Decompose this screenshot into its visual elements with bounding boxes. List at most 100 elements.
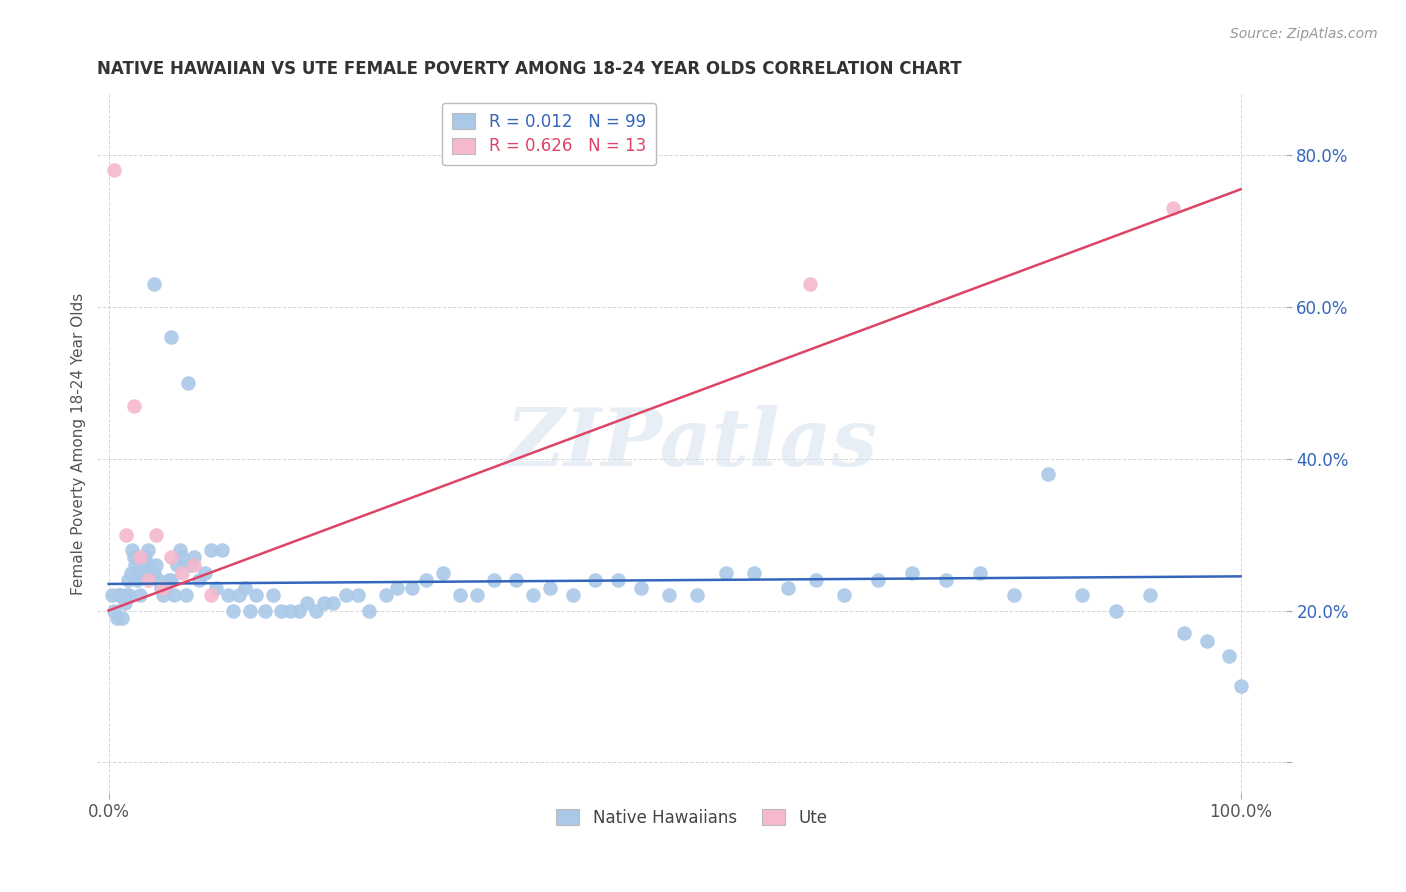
Point bbox=[1105, 603, 1128, 617]
Point bbox=[1071, 588, 1094, 602]
Point bbox=[868, 573, 890, 587]
Point bbox=[145, 527, 167, 541]
Point bbox=[776, 581, 799, 595]
Point bbox=[105, 611, 128, 625]
Point bbox=[245, 588, 267, 602]
Point bbox=[357, 603, 380, 617]
Point bbox=[742, 566, 765, 580]
Point bbox=[134, 550, 156, 565]
Point bbox=[200, 588, 222, 602]
Point bbox=[152, 588, 174, 602]
Point bbox=[166, 558, 188, 572]
Point bbox=[172, 566, 194, 580]
Point bbox=[163, 588, 186, 602]
Point bbox=[177, 376, 200, 390]
Point bbox=[188, 573, 211, 587]
Point bbox=[103, 603, 125, 617]
Y-axis label: Female Poverty Among 18-24 Year Olds: Female Poverty Among 18-24 Year Olds bbox=[72, 293, 86, 595]
Point bbox=[1038, 467, 1060, 481]
Point bbox=[155, 581, 177, 595]
Point bbox=[145, 558, 167, 572]
Point bbox=[111, 611, 134, 625]
Point bbox=[136, 542, 159, 557]
Point bbox=[901, 566, 924, 580]
Point bbox=[387, 581, 409, 595]
Point bbox=[335, 588, 357, 602]
Point bbox=[174, 588, 197, 602]
Point bbox=[160, 573, 183, 587]
Point bbox=[129, 550, 152, 565]
Point bbox=[172, 550, 194, 565]
Point bbox=[834, 588, 856, 602]
Point bbox=[686, 588, 709, 602]
Point bbox=[200, 542, 222, 557]
Point bbox=[149, 581, 172, 595]
Text: ZIPatlas: ZIPatlas bbox=[506, 405, 877, 483]
Point bbox=[415, 573, 437, 587]
Point bbox=[401, 581, 423, 595]
Point bbox=[561, 588, 583, 602]
Point bbox=[305, 603, 328, 617]
Point bbox=[194, 566, 217, 580]
Legend: Native Hawaiians, Ute: Native Hawaiians, Ute bbox=[550, 802, 834, 833]
Point bbox=[270, 603, 292, 617]
Point bbox=[136, 573, 159, 587]
Point bbox=[505, 573, 527, 587]
Point bbox=[1229, 680, 1251, 694]
Point bbox=[322, 596, 344, 610]
Point bbox=[658, 588, 681, 602]
Point bbox=[107, 588, 129, 602]
Point bbox=[538, 581, 561, 595]
Point bbox=[157, 573, 180, 587]
Point bbox=[118, 588, 141, 602]
Point bbox=[217, 588, 239, 602]
Point bbox=[160, 550, 183, 565]
Point bbox=[131, 566, 153, 580]
Point bbox=[122, 399, 145, 413]
Point bbox=[127, 566, 149, 580]
Point bbox=[121, 542, 143, 557]
Point bbox=[935, 573, 957, 587]
Point bbox=[114, 588, 136, 602]
Point bbox=[108, 588, 131, 602]
Point bbox=[1139, 588, 1161, 602]
Point bbox=[114, 596, 136, 610]
Point bbox=[183, 558, 205, 572]
Point bbox=[253, 603, 276, 617]
Point bbox=[228, 588, 250, 602]
Point bbox=[211, 542, 233, 557]
Point bbox=[449, 588, 471, 602]
Text: Source: ZipAtlas.com: Source: ZipAtlas.com bbox=[1230, 27, 1378, 41]
Point bbox=[630, 581, 652, 595]
Point bbox=[222, 603, 245, 617]
Point bbox=[138, 558, 160, 572]
Point bbox=[183, 550, 205, 565]
Point bbox=[129, 588, 152, 602]
Point bbox=[1161, 201, 1184, 215]
Point bbox=[233, 581, 256, 595]
Point bbox=[1195, 633, 1218, 648]
Point bbox=[152, 581, 174, 595]
Point bbox=[125, 573, 148, 587]
Point bbox=[103, 163, 125, 178]
Point bbox=[432, 566, 454, 580]
Point bbox=[346, 588, 368, 602]
Point bbox=[804, 573, 827, 587]
Point bbox=[179, 558, 201, 572]
Point bbox=[142, 566, 165, 580]
Point bbox=[148, 573, 170, 587]
Point bbox=[101, 588, 124, 602]
Point bbox=[714, 566, 737, 580]
Point bbox=[1173, 626, 1195, 640]
Point bbox=[117, 573, 139, 587]
Point bbox=[482, 573, 505, 587]
Point bbox=[135, 558, 157, 572]
Point bbox=[160, 330, 183, 344]
Text: NATIVE HAWAIIAN VS UTE FEMALE POVERTY AMONG 18-24 YEAR OLDS CORRELATION CHART: NATIVE HAWAIIAN VS UTE FEMALE POVERTY AM… bbox=[97, 60, 962, 78]
Point bbox=[607, 573, 630, 587]
Point bbox=[288, 603, 311, 617]
Point bbox=[169, 542, 191, 557]
Point bbox=[1002, 588, 1025, 602]
Point bbox=[1218, 648, 1240, 663]
Point bbox=[124, 558, 146, 572]
